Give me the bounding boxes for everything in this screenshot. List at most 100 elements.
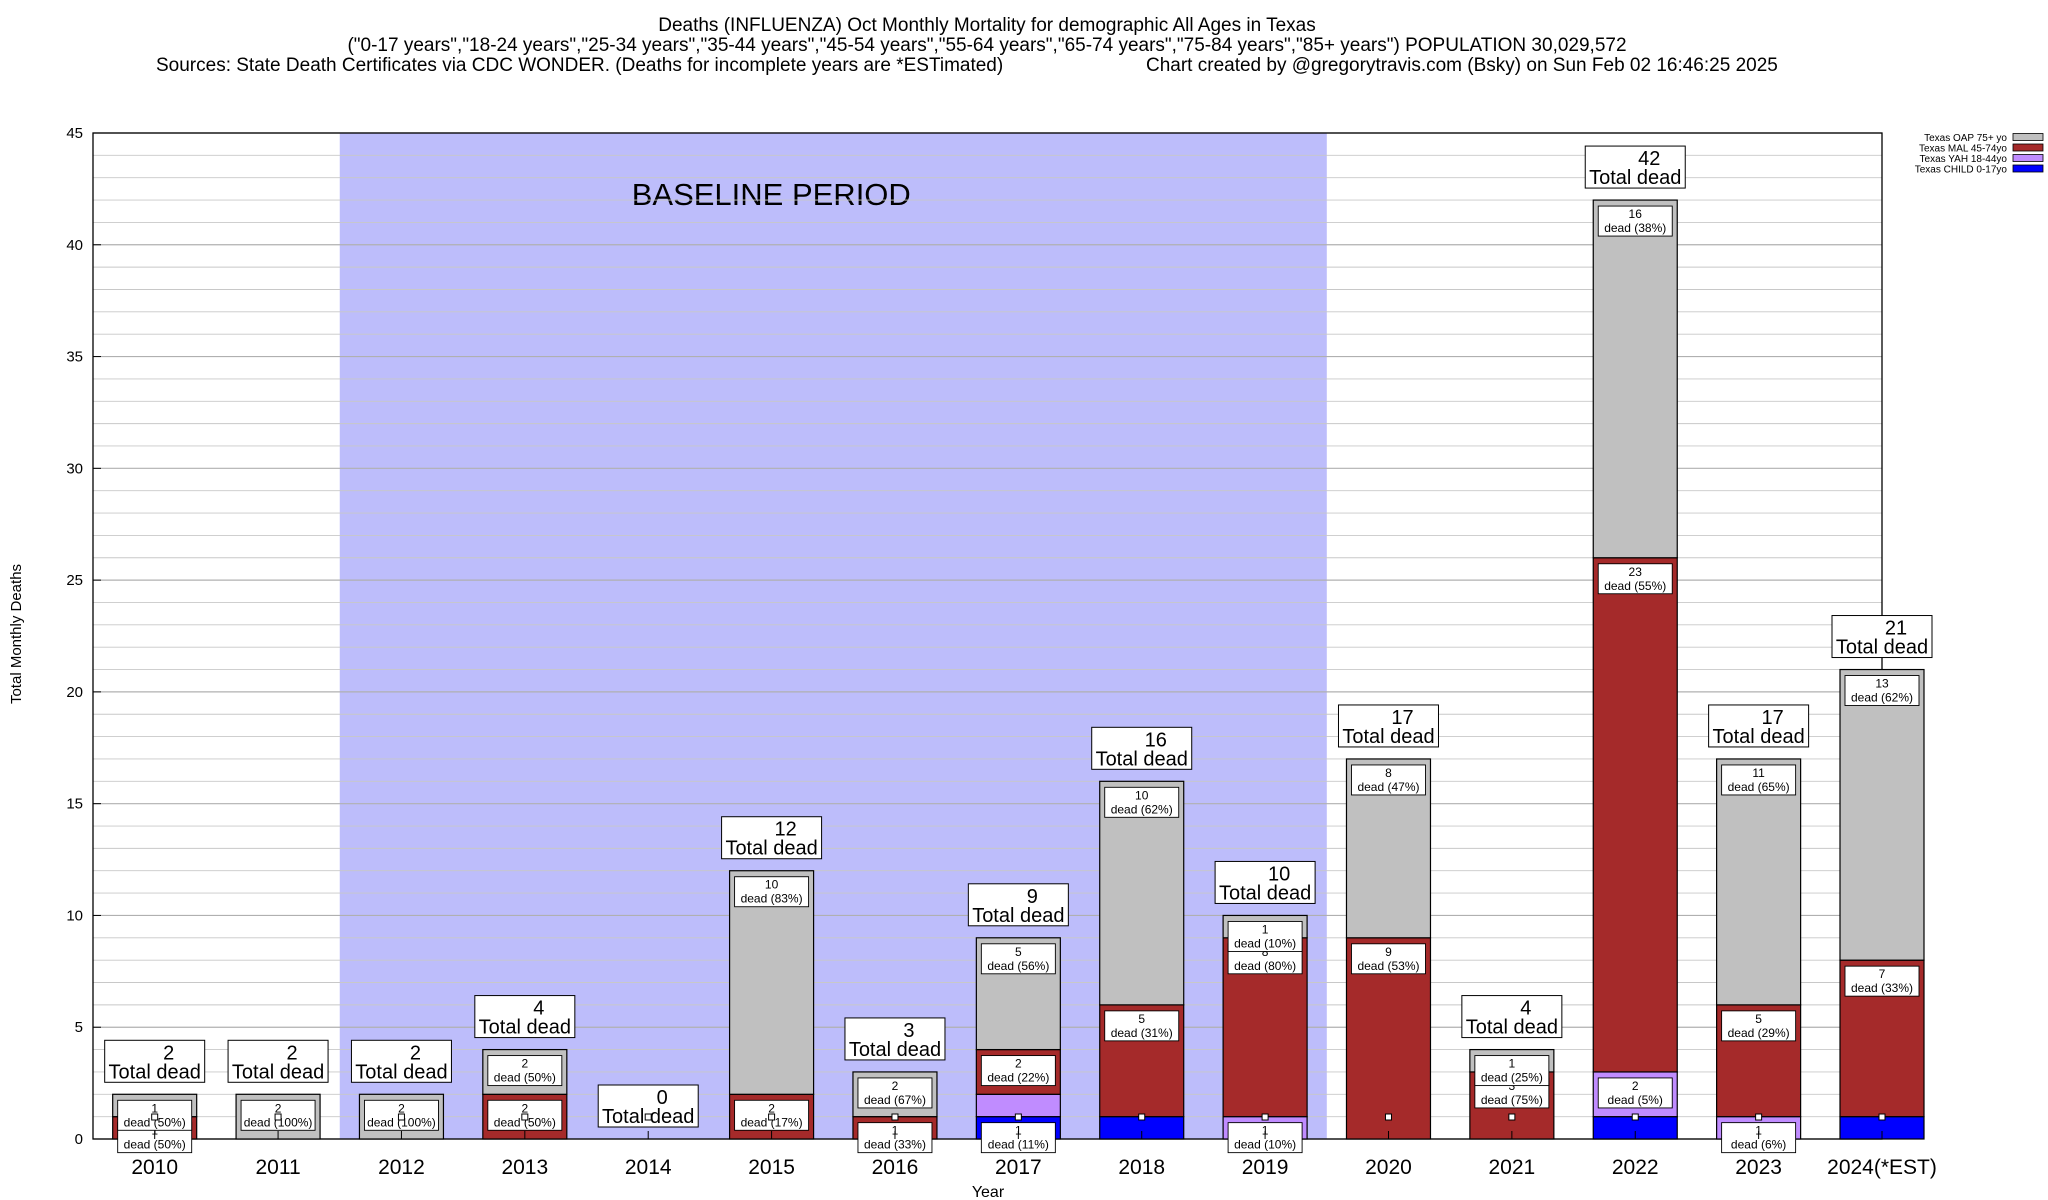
segment-label-percent: dead (47%) <box>1357 780 1419 794</box>
segment-label-box <box>1597 205 1673 237</box>
bar-segment <box>1592 557 1678 1073</box>
total-label-text: Total dead <box>479 1017 571 1039</box>
bar-marker <box>1384 1113 1392 1121</box>
segment-label-count: 2 <box>1015 1057 1022 1071</box>
x-tick-label: 2024(*EST) <box>1827 1156 1937 1179</box>
legend-label: Texas MAL 45-74yo <box>1919 144 2007 155</box>
total-label-box <box>1708 704 1810 748</box>
bar-segment <box>975 1093 1061 1118</box>
segment-label-percent: dead (80%) <box>1234 959 1296 973</box>
x-tick-label: 2018 <box>1118 1156 1165 1179</box>
total-label-text: Total dead <box>109 1061 201 1083</box>
segment-label-percent: dead (55%) <box>1604 579 1666 593</box>
segment-label-percent: dead (100%) <box>367 1115 436 1129</box>
total-label-box <box>350 1039 452 1083</box>
bar-marker <box>151 1113 159 1121</box>
bar-marker <box>891 1113 899 1121</box>
segment-label-percent: dead (83%) <box>741 892 803 906</box>
segment-label-count: 2 <box>275 1101 282 1115</box>
total-label-text: Total dead <box>725 838 817 860</box>
segment-label-count: 9 <box>1385 945 1392 959</box>
bar-marker <box>1261 1113 1269 1121</box>
bar-marker <box>397 1113 405 1121</box>
chart-subtitle-credit: Chart created by @gregorytravis.com (Bsk… <box>1146 55 1778 76</box>
segment-label-percent: dead (67%) <box>864 1093 926 1107</box>
x-tick-label: 2011 <box>255 1156 300 1179</box>
baseline-period-label: BASELINE PERIOD <box>632 177 911 212</box>
x-tick-label: 2012 <box>378 1156 425 1179</box>
total-label-box <box>844 1017 946 1061</box>
total-label-box <box>1214 860 1316 904</box>
total-label-value: 21 <box>1885 618 1907 640</box>
segment-label-percent: dead (33%) <box>864 1138 926 1152</box>
bar-marker <box>1138 1113 1146 1121</box>
total-label-value: 16 <box>1145 729 1167 751</box>
total-label-box <box>721 816 823 860</box>
y-tick-label: 10 <box>66 907 83 924</box>
total-label-value: 12 <box>774 819 796 841</box>
segment-label-count: 8 <box>1385 766 1392 780</box>
segment-label-box <box>980 1055 1056 1087</box>
x-tick-label: 2021 <box>1489 1156 1536 1179</box>
segment-label-box <box>487 1055 563 1087</box>
segment-label-count: 2 <box>398 1101 405 1115</box>
segment-label-count: 5 <box>1138 1012 1145 1026</box>
segment-label-percent: dead (25%) <box>1481 1071 1543 1085</box>
total-label-box <box>1584 145 1686 189</box>
x-tick-label: 2017 <box>995 1156 1042 1179</box>
segment-label-count: 10 <box>765 878 779 892</box>
legend-swatch <box>2012 164 2044 173</box>
total-label-box <box>104 1039 206 1083</box>
bar-marker <box>768 1113 776 1121</box>
legend-swatch <box>2012 143 2044 152</box>
segment-label-box <box>1227 920 1303 952</box>
total-label-text: Total dead <box>849 1039 941 1061</box>
bar-marker <box>1508 1113 1516 1121</box>
segment-label-count: 1 <box>1262 1124 1269 1138</box>
segment-label-count: 1 <box>1509 1057 1516 1071</box>
segment-label-count: 1 <box>1262 922 1269 936</box>
total-label-text: Total dead <box>232 1061 324 1083</box>
total-label-box <box>1091 726 1193 770</box>
bar-marker <box>521 1113 529 1121</box>
segment-label-box <box>1351 943 1426 975</box>
segment-label-percent: dead (11%) <box>988 1138 1049 1152</box>
segment-label-box <box>1104 786 1180 818</box>
segment-label-percent: dead (22%) <box>987 1071 1049 1085</box>
total-label-value: 2 <box>287 1042 298 1064</box>
plot-area: BASELINE PERIOD0510152025303540452Total … <box>66 125 1937 1179</box>
segment-label-count: 2 <box>768 1101 775 1115</box>
segment-label-count: 1 <box>1015 1124 1022 1138</box>
segment-label-box <box>1844 965 1920 997</box>
total-label-value: 9 <box>1027 886 1038 908</box>
total-label-text: Total dead <box>1589 167 1681 189</box>
chart-subtitle-sources: Sources: State Death Certificates via CD… <box>156 55 1003 76</box>
y-tick-label: 0 <box>75 1131 83 1148</box>
total-label-box <box>227 1039 329 1083</box>
segment-label-count: 10 <box>1135 788 1149 802</box>
total-label-value: 10 <box>1268 863 1290 885</box>
segment-label-box <box>980 943 1056 975</box>
total-label-value: 2 <box>163 1042 174 1064</box>
segment-label-count: 13 <box>1875 677 1889 691</box>
total-label-text: Total dead <box>972 905 1064 927</box>
total-label-value: 17 <box>1391 707 1413 729</box>
y-tick-label: 30 <box>66 460 83 477</box>
x-tick-label: 2022 <box>1612 1156 1659 1179</box>
x-tick-label: 2010 <box>131 1156 178 1179</box>
total-label-text: Total dead <box>1096 748 1188 770</box>
total-label-value: 42 <box>1638 148 1660 170</box>
segment-label-percent: dead (31%) <box>1111 1026 1173 1040</box>
segment-label-count: 5 <box>1755 1012 1762 1026</box>
y-tick-label: 25 <box>66 572 83 589</box>
segment-label-percent: dead (53%) <box>1357 959 1419 973</box>
x-tick-label: 2023 <box>1735 1156 1782 1179</box>
total-label-text: Total dead <box>1466 1017 1558 1039</box>
total-label-box <box>1461 995 1563 1039</box>
segment-label-box <box>857 1077 933 1109</box>
segment-label-count: 1 <box>892 1124 899 1138</box>
total-label-box <box>474 995 576 1039</box>
total-label-box <box>1337 704 1439 748</box>
total-label-value: 3 <box>903 1020 914 1042</box>
